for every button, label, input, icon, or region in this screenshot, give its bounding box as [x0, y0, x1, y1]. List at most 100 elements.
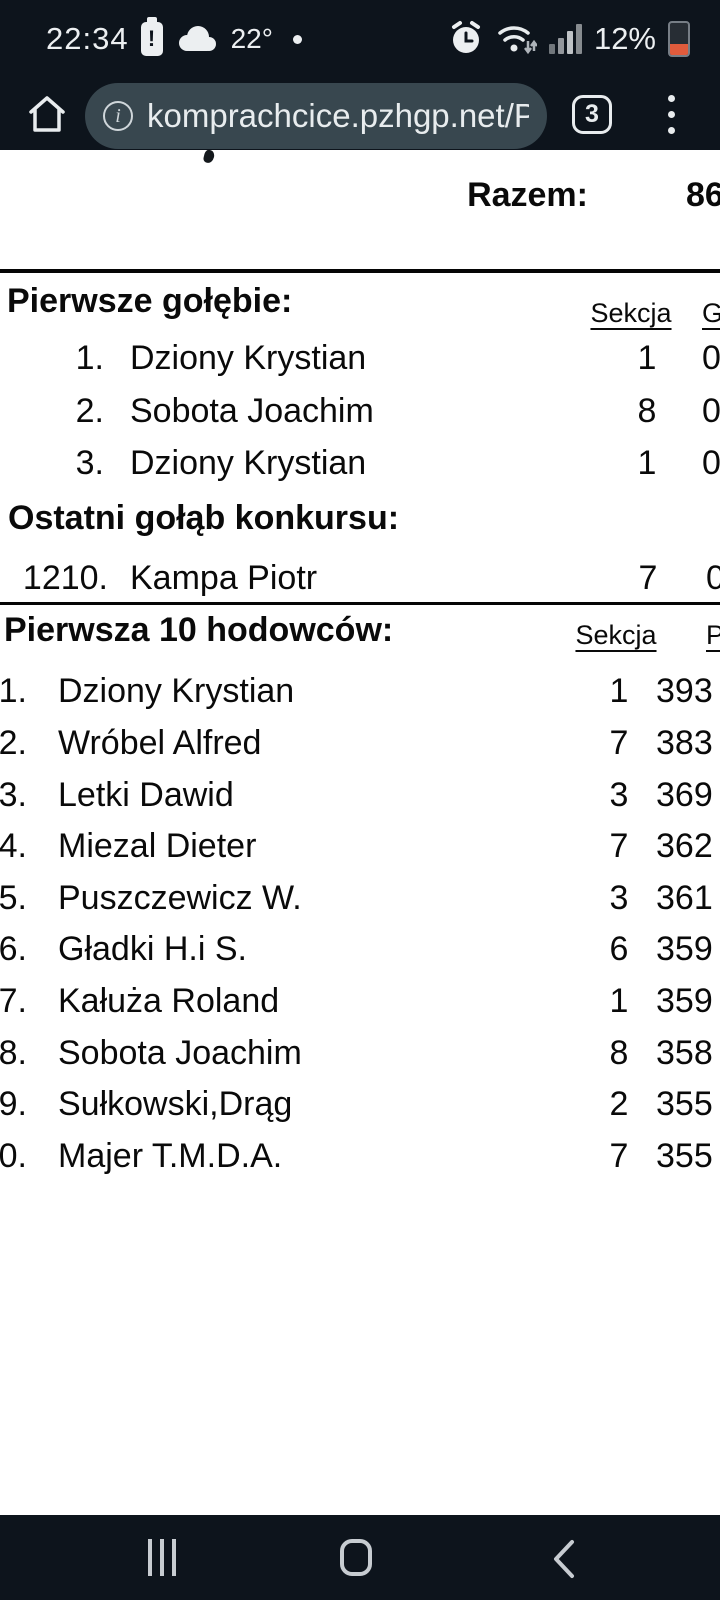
recents-icon[interactable] — [148, 1539, 176, 1576]
sekcja-value: 7 — [609, 1137, 629, 1175]
breeder-name: Puszczewicz W. — [58, 879, 302, 917]
battery-percent-text: 12% — [593, 21, 656, 56]
sekcja-value: 1 — [637, 444, 657, 482]
page-info-icon[interactable]: i — [103, 101, 133, 131]
battery-low-icon — [668, 21, 690, 57]
sekcja-value: 3 — [609, 776, 629, 814]
breeder-name: Wróbel Alfred — [58, 724, 262, 762]
points-value: 369 — [656, 776, 713, 814]
razem-value: 86 — [686, 176, 720, 214]
column-header-sekcja: Sekcja — [575, 620, 657, 650]
breeder-name: Majer T.M.D.A. — [58, 1137, 283, 1175]
row-number: 8. — [0, 1034, 27, 1072]
clipped-value: 0 — [706, 559, 720, 597]
row-number: 2. — [0, 724, 27, 762]
points-value: 361 — [656, 879, 713, 917]
status-bar: 22:34 ! 22° — [0, 0, 720, 78]
notification-dot-icon — [292, 34, 302, 44]
sekcja-value: 7 — [638, 559, 658, 597]
table-row: 7. Kałuża Roland 1 359 — [0, 981, 720, 1021]
row-number: 3. — [75, 444, 104, 482]
points-value: 358 — [656, 1034, 713, 1072]
table-row: 4. Miezal Dieter 7 362 — [0, 826, 720, 866]
sekcja-value: 8 — [637, 392, 657, 430]
points-value: 383 — [656, 724, 713, 762]
table-row: 5. Puszczewicz W. 3 361 — [0, 878, 720, 918]
row-number: 6. — [0, 930, 27, 968]
table-row: 1210. Kampa Piotr 7 0 — [0, 558, 720, 598]
sekcja-value: 6 — [609, 930, 629, 968]
points-value: 362 — [656, 827, 713, 865]
points-value: 355 — [656, 1085, 713, 1123]
row-number: 1. — [75, 339, 104, 377]
column-header-sekcja: Sekcja — [590, 298, 672, 328]
table-row: 8. Sobota Joachim 8 358 — [0, 1033, 720, 1073]
row-number: 9. — [0, 1085, 27, 1123]
breeder-name: Miezal Dieter — [58, 827, 257, 865]
sekcja-value: 7 — [609, 827, 629, 865]
row-number: 5. — [0, 879, 27, 917]
breeder-name: Dziony Krystian — [130, 444, 367, 482]
divider — [0, 602, 720, 605]
sekcja-value: 7 — [609, 724, 629, 762]
breeder-name: Kampa Piotr — [130, 559, 318, 597]
tab-switcher-button[interactable]: 3 — [572, 95, 612, 134]
breeder-name: Sobota Joachim — [58, 1034, 302, 1072]
url-text[interactable]: komprachcice.pzhgp.net/PZH( — [147, 97, 529, 134]
table-row: 2. Sobota Joachim 8 0 — [0, 391, 720, 431]
points-value: 359 — [656, 930, 713, 968]
battery-alert-icon: ! — [140, 17, 163, 56]
row-number: 3. — [0, 776, 27, 814]
row-number: 2. — [75, 392, 104, 430]
row-number: 1210. — [22, 559, 108, 597]
table-row: 10. Majer T.M.D.A. 7 355 — [0, 1136, 720, 1176]
points-value: 359 — [656, 982, 713, 1020]
table-row: 3. Letki Dawid 3 369 — [0, 775, 720, 815]
table-row: 2. Wróbel Alfred 7 383 — [0, 723, 720, 763]
clipped-value: 0 — [702, 444, 720, 482]
home-nav-icon[interactable] — [340, 1539, 372, 1576]
cloud-icon — [178, 26, 216, 51]
clipped-value: 0 — [702, 339, 720, 377]
menu-kebab-icon[interactable] — [668, 95, 676, 143]
page-content: Razem: 86 Pierwsze gołębie: Sekcja G 1. … — [0, 150, 720, 1515]
table-row: 1. Dziony Krystian 1 393 — [0, 671, 720, 711]
breeder-name: Sułkowski,Drąg — [58, 1085, 293, 1123]
sekcja-value: 2 — [609, 1085, 629, 1123]
sekcja-value: 1 — [609, 672, 629, 710]
clipped-value: 0 — [702, 392, 720, 430]
row-number: 1. — [0, 672, 27, 710]
wifi-icon — [498, 26, 537, 55]
table-row: 3. Dziony Krystian 1 0 — [0, 443, 720, 483]
points-value: 393 — [656, 672, 713, 710]
sekcja-value: 8 — [609, 1034, 629, 1072]
sekcja-value: 1 — [637, 339, 657, 377]
breeder-name: Kałuża Roland — [58, 982, 280, 1020]
browser-toolbar: i komprachcice.pzhgp.net/PZH( 3 — [0, 78, 720, 150]
alarm-icon — [451, 21, 480, 53]
row-number: 10. — [0, 1137, 27, 1175]
row-number: 4. — [0, 827, 27, 865]
points-value: 355 — [656, 1137, 713, 1175]
breeder-name: Gładki H.i S. — [58, 930, 247, 968]
temperature-text: 22° — [230, 23, 273, 54]
home-button[interactable] — [24, 92, 70, 141]
row-number: 7. — [0, 982, 27, 1020]
navigation-bar — [0, 1515, 720, 1600]
column-header-clipped: P — [706, 620, 720, 650]
section-title-first-pigeons: Pierwsze gołębie: — [7, 282, 293, 320]
column-header-clipped: G — [702, 298, 720, 328]
url-bar[interactable]: i komprachcice.pzhgp.net/PZH( — [85, 83, 547, 149]
back-icon[interactable] — [552, 1539, 576, 1584]
razem-label: Razem: — [467, 176, 588, 214]
table-row: 6. Gładki H.i S. 6 359 — [0, 929, 720, 969]
sekcja-value: 1 — [609, 982, 629, 1020]
clipped-glyph-fragment — [202, 150, 216, 165]
table-row: 1. Dziony Krystian 1 0 — [0, 338, 720, 378]
breeder-name: Dziony Krystian — [58, 672, 295, 710]
sekcja-value: 3 — [609, 879, 629, 917]
section-title-last-pigeon: Ostatni gołąb konkursu: — [8, 499, 400, 537]
divider — [0, 269, 720, 273]
signal-icon — [548, 24, 582, 54]
